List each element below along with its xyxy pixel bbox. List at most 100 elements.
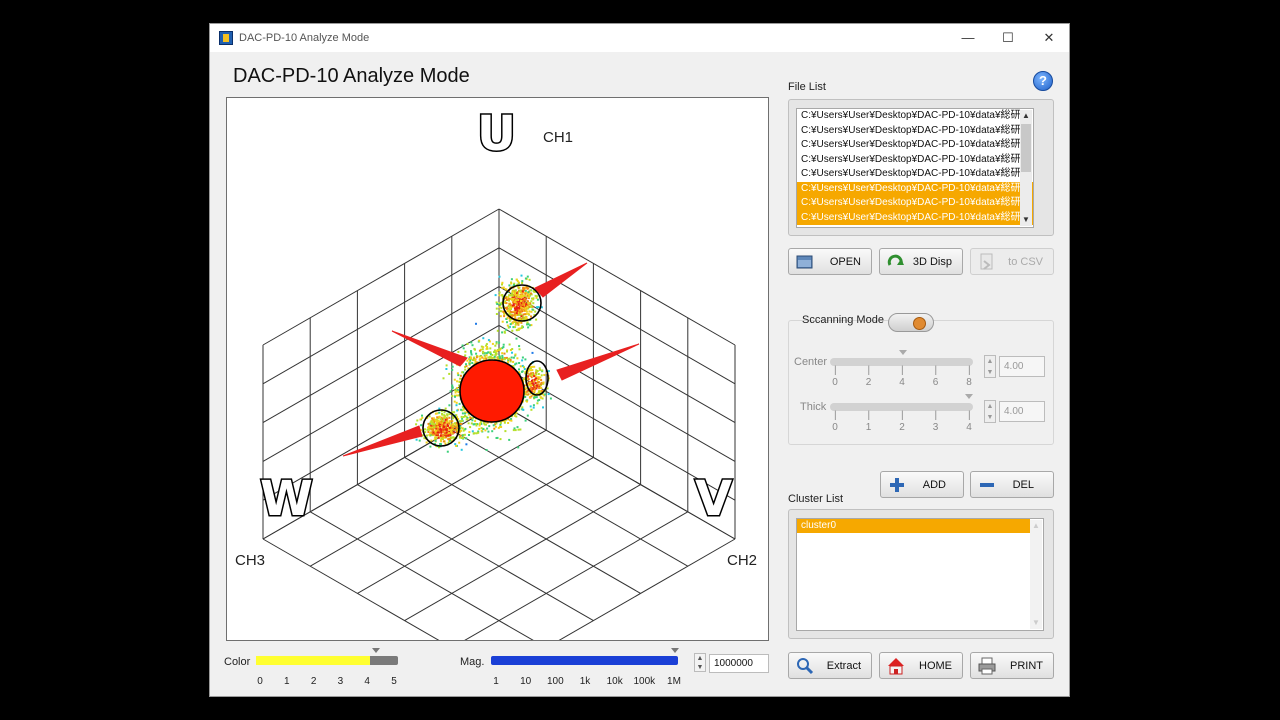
scatter-point [459, 425, 462, 428]
color-slider-marker[interactable] [372, 648, 380, 653]
center-value-field[interactable]: ▲ ▼ 4.00 [984, 355, 1048, 378]
scroll-up-icon[interactable]: ▲ [1032, 521, 1040, 530]
cluster-circles [422, 284, 549, 447]
list-item[interactable]: C:¥Users¥User¥Desktop¥DAC-PD-10¥data¥総研 [797, 181, 1033, 196]
scatter-point [542, 381, 545, 384]
help-icon[interactable]: ? [1033, 71, 1053, 91]
scatter-point [494, 351, 497, 354]
3d-disp-button[interactable]: 3D Disp [879, 248, 963, 275]
to-csv-button-label: to CSV [1008, 256, 1043, 268]
scatter-point [521, 356, 524, 359]
minimize-button[interactable]: — [961, 30, 975, 45]
3d-plot[interactable]: U W V CH1 CH2 CH3 [226, 97, 769, 641]
scatter-point [498, 294, 501, 297]
scatter-point [470, 353, 473, 356]
mag-slider-marker[interactable] [671, 648, 679, 653]
list-item[interactable]: cluster0 [797, 519, 1030, 533]
add-cluster-button[interactable]: ADD [880, 471, 964, 498]
scatter-point [462, 416, 465, 418]
plot-grid [262, 208, 736, 640]
cluster-list-scrollbar[interactable]: ▲ ▼ [1030, 520, 1042, 629]
mag-value-field[interactable]: ▲ ▼ 1000000 [694, 653, 772, 673]
scatter-point [501, 281, 504, 284]
scatter-point [454, 395, 456, 398]
rotate-arrow-icon [887, 254, 904, 266]
thick-value-field[interactable]: ▲ ▼ 4.00 [984, 400, 1048, 423]
center-slider[interactable] [830, 358, 973, 366]
scatter-point [505, 295, 508, 298]
scatter-point [524, 294, 527, 297]
scatter-point [470, 357, 472, 360]
scatter-point [496, 350, 499, 352]
thick-slider[interactable] [830, 403, 973, 411]
scatter-point [491, 356, 494, 359]
close-button[interactable]: ✕ [1043, 30, 1055, 45]
scatter-point [431, 428, 434, 431]
scatter-point [451, 395, 454, 397]
list-item[interactable]: C:¥Users¥User¥Desktop¥DAC-PD-10¥data¥総研 [797, 196, 1033, 211]
thick-slider-marker[interactable] [965, 394, 973, 399]
list-item[interactable]: C:¥Users¥User¥Desktop¥DAC-PD-10¥data¥総研 [801, 153, 1021, 165]
scatter-point [449, 431, 452, 434]
color-slider[interactable] [256, 656, 398, 665]
print-button[interactable]: PRINT [970, 652, 1054, 679]
scatter-point [451, 423, 454, 426]
arrow-upper-left [391, 330, 468, 367]
scatter-point [488, 425, 491, 428]
file-list[interactable]: C:¥Users¥User¥Desktop¥DAC-PD-10¥data¥総研 C… [796, 108, 1034, 228]
center-spinner[interactable]: ▲ ▼ [984, 355, 996, 378]
del-cluster-button[interactable]: DEL [970, 471, 1054, 498]
scatter-point [450, 420, 453, 423]
scatter-point [480, 429, 483, 432]
scroll-thumb[interactable] [1021, 124, 1031, 172]
list-item[interactable]: C:¥Users¥User¥Desktop¥DAC-PD-10¥data¥総研 [801, 139, 1021, 150]
list-item[interactable]: C:¥Users¥User¥Desktop¥DAC-PD-10¥data¥総研 [801, 168, 1021, 179]
open-button[interactable]: OPEN [788, 248, 872, 275]
file-list-scrollbar[interactable]: ▲ ▼ [1020, 110, 1032, 226]
scroll-down-icon[interactable]: ▼ [1022, 215, 1030, 224]
print-button-label: PRINT [1010, 660, 1043, 672]
scroll-up-icon[interactable]: ▲ [1022, 111, 1030, 120]
scatter-point [514, 317, 517, 320]
list-item[interactable]: C:¥Users¥User¥Desktop¥DAC-PD-10¥data¥総研 [801, 110, 1021, 121]
scatter-point [512, 326, 515, 329]
center-slider-marker[interactable] [899, 350, 907, 355]
extract-button[interactable]: Extract [788, 652, 872, 679]
grid-line [498, 247, 736, 385]
scatter-point [523, 289, 526, 292]
tick-mark: | [867, 410, 871, 421]
scatter-point [499, 423, 502, 426]
maximize-button[interactable]: ☐ [1002, 30, 1014, 45]
scatter-point [437, 428, 440, 431]
center-value[interactable]: 4.00 [999, 356, 1045, 377]
scroll-down-icon[interactable]: ▼ [1032, 618, 1040, 627]
scatter-point [453, 425, 456, 428]
scatter-point [492, 424, 495, 427]
thick-value[interactable]: 4.00 [999, 401, 1045, 422]
cluster-list[interactable]: cluster0 ▲ ▼ [796, 518, 1044, 631]
scatter-point [532, 302, 535, 305]
scatter-point [491, 430, 494, 433]
thick-spinner[interactable]: ▲ ▼ [984, 400, 996, 423]
mag-value[interactable]: 1000000 [709, 654, 769, 673]
mag-spinner[interactable]: ▲ ▼ [694, 653, 706, 672]
scatter-point [511, 290, 514, 293]
scatter-point [451, 386, 454, 389]
scanning-mode-toggle[interactable] [888, 313, 934, 332]
3d-plot-canvas[interactable]: U W V CH1 CH2 CH3 [227, 98, 769, 641]
list-item[interactable]: C:¥Users¥User¥Desktop¥DAC-PD-10¥data¥総研 [801, 124, 1021, 136]
list-item[interactable]: C:¥Users¥User¥Desktop¥DAC-PD-10¥data¥総研 [797, 210, 1033, 225]
scatter-point [522, 295, 524, 298]
scatter-point [516, 294, 519, 297]
scatter-point [521, 291, 524, 294]
mag-slider[interactable] [491, 656, 678, 665]
home-button[interactable]: HOME [879, 652, 963, 679]
scatter-point [523, 298, 526, 301]
scatter-point [462, 347, 465, 350]
scatter-point [441, 434, 444, 437]
scatter-point [441, 435, 444, 438]
to-csv-button[interactable]: to CSV [970, 248, 1054, 275]
scatter-point [514, 294, 517, 297]
scatter-point [486, 421, 489, 424]
scatter-point [521, 305, 524, 308]
